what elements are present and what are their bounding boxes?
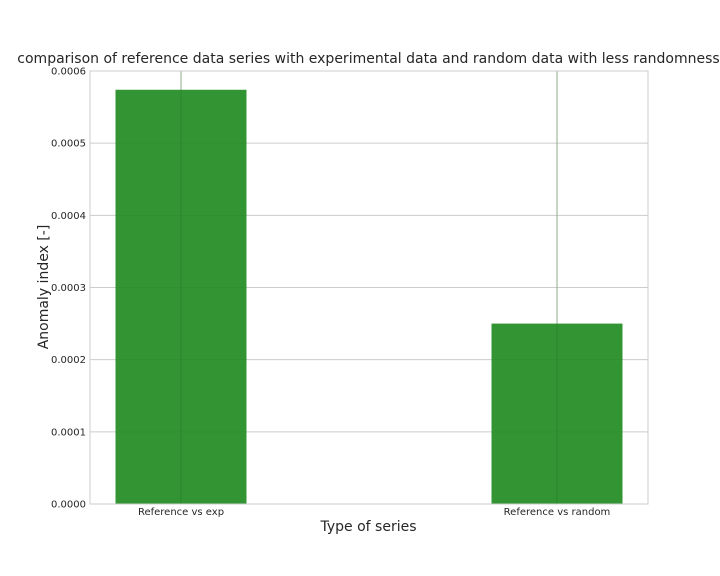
y-tick-label: 0.0001 bbox=[51, 427, 86, 438]
bars bbox=[115, 71, 623, 504]
x-tick-label: Reference vs random bbox=[504, 507, 611, 518]
y-tick-label: 0.0006 bbox=[51, 67, 86, 78]
y-tick-label: 0.0004 bbox=[51, 211, 86, 222]
y-tick-label: 0.0005 bbox=[51, 139, 86, 150]
plot-frame bbox=[89, 70, 649, 505]
y-axis-label: Anomaly index [-] bbox=[36, 225, 52, 350]
y-tick-label: 0.0002 bbox=[51, 355, 86, 366]
y-axis-ticks: 0.0000 0.0001 0.0002 0.0003 0.0004 0.0005 0.00… bbox=[51, 67, 86, 511]
bar bbox=[491, 323, 623, 504]
y-tick-label: 0.0000 bbox=[51, 500, 86, 511]
bar bbox=[115, 89, 247, 504]
chart-title: comparison of reference data series with… bbox=[17, 51, 719, 67]
y-tick-label: 0.0003 bbox=[51, 283, 86, 294]
x-tick-label: Reference vs exp bbox=[138, 507, 224, 518]
x-axis-label: Type of series bbox=[319, 519, 416, 535]
x-axis-ticks: Reference vs exp Reference vs random bbox=[138, 507, 610, 518]
